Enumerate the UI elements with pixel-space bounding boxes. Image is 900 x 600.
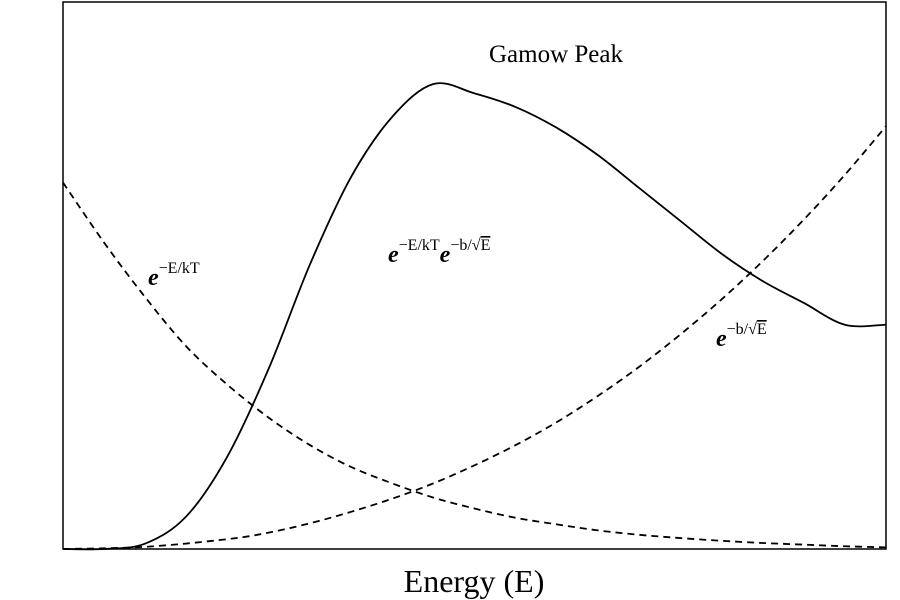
product-sqrt-sign: √	[472, 237, 481, 254]
boltzmann-curve	[62, 182, 887, 549]
product-exponent-2: −b/	[450, 237, 472, 254]
product-radicand: E	[481, 237, 491, 254]
tunneling-sqrt-sign: √	[748, 321, 757, 338]
tunneling-base: e	[716, 326, 727, 352]
tunneling-radicand: E	[757, 321, 767, 338]
tunneling-exponent: −b/	[727, 321, 749, 338]
product-exponent-1: −E/kT	[399, 237, 440, 254]
boltzmann-base: e	[148, 265, 159, 291]
product-base-2: e	[440, 242, 451, 268]
boltzmann-label: e−E/kT	[148, 260, 200, 291]
peak-label: Gamow Peak	[489, 41, 623, 68]
x-axis-label: Energy (E)	[404, 563, 545, 599]
product-base-1: e	[388, 242, 399, 268]
plot-frame	[62, 1, 887, 550]
gamow-peak-curve	[62, 82, 887, 551]
series-layer	[62, 82, 887, 551]
product-label: e−E/kTe−b/√E	[388, 237, 490, 268]
tunneling-label: e−b/√E	[716, 321, 767, 352]
boltzmann-exponent: −E/kT	[159, 260, 200, 277]
tunneling-curve	[62, 125, 887, 550]
